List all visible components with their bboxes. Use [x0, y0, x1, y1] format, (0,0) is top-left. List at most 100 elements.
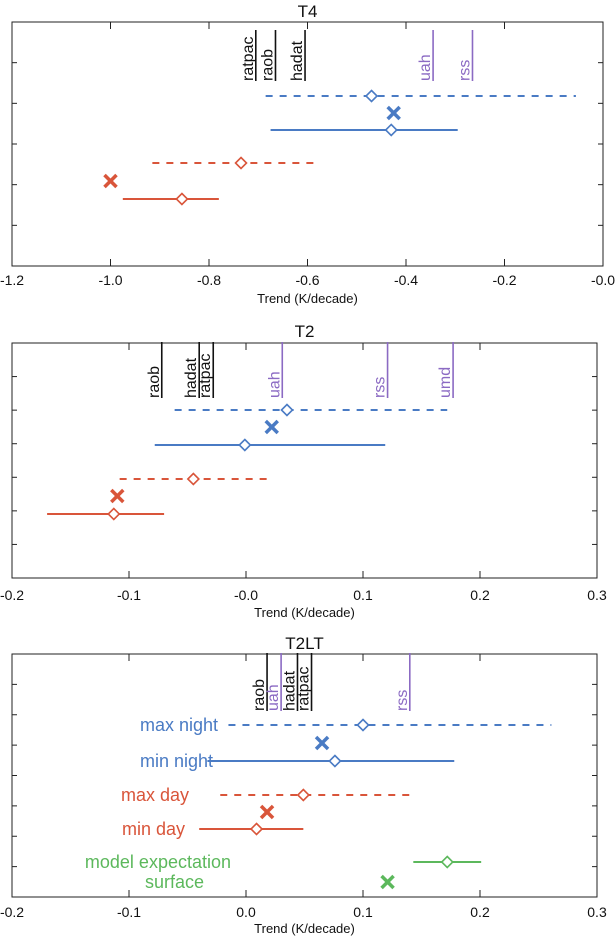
- row-blue-solid: [154, 438, 386, 452]
- diamond-marker: [296, 788, 310, 802]
- cross-marker: [314, 735, 330, 751]
- cross-marker: [259, 804, 275, 820]
- x-tick-label: 0.2: [470, 587, 490, 603]
- x-tick-label: 0.3: [587, 904, 607, 920]
- dataset-ratpac: ratpac: [240, 30, 257, 81]
- dataset-label: ratpac: [296, 667, 313, 711]
- dataset-label: hadat: [281, 670, 298, 711]
- chart-title: T4: [298, 2, 318, 21]
- dataset-rss: rss: [372, 342, 389, 398]
- chart-title: T2LT: [285, 634, 323, 653]
- dataset-umd: umd: [437, 342, 454, 398]
- x-axis-label: Trend (K/decade): [257, 291, 358, 306]
- row-label: max day: [121, 785, 189, 805]
- diamond-marker: [356, 718, 370, 732]
- row-orange-cross: [110, 488, 125, 504]
- row-blue-cross: [314, 735, 330, 751]
- dataset-raob: raob: [146, 342, 163, 398]
- cross-marker: [110, 488, 125, 504]
- row-orange-dashed: max day: [121, 785, 416, 805]
- x-tick-label: -0.6: [295, 272, 319, 288]
- dataset-label: raob: [146, 366, 163, 398]
- row-green-cross: surface: [145, 872, 395, 892]
- x-tick-label: 0.1: [353, 904, 373, 920]
- dataset-uah: uah: [417, 30, 434, 81]
- dataset-ratpac: ratpac: [197, 342, 214, 398]
- cross-marker: [386, 105, 401, 121]
- dataset-label: uah: [265, 684, 282, 711]
- dataset-raob: raob: [259, 30, 276, 81]
- dataset-label: hadat: [289, 40, 306, 81]
- dataset-label: uah: [417, 54, 434, 81]
- row-blue-solid: min night: [140, 751, 455, 771]
- row-blue-dashed: [174, 403, 448, 417]
- row-label: min day: [122, 819, 185, 839]
- x-tick-label: 0.1: [353, 587, 373, 603]
- row-orange-solid: [47, 507, 165, 521]
- row-orange-solid: [122, 192, 219, 206]
- x-axis-label: Trend (K/decade): [254, 921, 355, 936]
- x-tick-label: -0.0: [234, 587, 258, 603]
- row-orange-dashed: [152, 156, 315, 170]
- diamond-marker: [234, 156, 248, 170]
- dataset-label: raob: [251, 679, 268, 711]
- x-tick-label: -0.2: [0, 904, 24, 920]
- cross-marker: [380, 874, 395, 890]
- x-tick-label: -0.0: [591, 272, 615, 288]
- x-tick-label: 0.0: [236, 904, 256, 920]
- x-tick-label: 0.2: [470, 904, 490, 920]
- x-tick-label: -1.2: [0, 272, 24, 288]
- dataset-label: ratpac: [197, 354, 214, 398]
- diamond-marker: [328, 754, 342, 768]
- row-blue-cross: [264, 419, 279, 435]
- dataset-label: ratpac: [240, 37, 257, 81]
- row-orange-cross: [103, 173, 118, 189]
- dataset-rss: rss: [456, 30, 473, 81]
- row-label: max night: [140, 715, 218, 735]
- cross-marker: [264, 419, 279, 435]
- plot-frame: [11, 342, 598, 579]
- x-tick-label: -0.2: [0, 587, 24, 603]
- diamond-marker: [384, 123, 398, 137]
- row-orange-solid: min day: [122, 819, 304, 839]
- row-orange-cross: [259, 804, 275, 820]
- panel-t2lt: T2LT -0.2 -0.1 0.0 0.1 0.2 0.3 Trend (K/decade)…: [0, 634, 607, 936]
- dataset-rss: rss: [394, 653, 411, 711]
- row-blue-cross: [386, 105, 401, 121]
- dataset-hadat: hadat: [289, 30, 306, 81]
- plot-frame: [11, 21, 604, 267]
- dataset-ratpac: ratpac: [296, 653, 313, 711]
- diamond-marker: [238, 438, 252, 452]
- x-tick-label: -0.1: [117, 587, 141, 603]
- row-label: model expectation: [85, 852, 231, 872]
- panel-t2: T2 -0.2 -0.1 -0.0 0.1 0.2 0.3 Trend (K/decade) r…: [0, 322, 607, 620]
- dataset-uah: uah: [265, 653, 282, 711]
- dataset-label: rss: [394, 690, 411, 711]
- dataset-hadat: hadat: [183, 342, 200, 398]
- row-label: surface: [145, 872, 204, 892]
- dataset-hadat: hadat: [281, 653, 298, 711]
- row-orange-dashed: [119, 472, 269, 486]
- dataset-label: raob: [259, 49, 276, 81]
- row-green-solid: model expectation: [85, 852, 482, 872]
- x-tick-label: -0.1: [117, 904, 141, 920]
- x-tick-label: -0.8: [197, 272, 221, 288]
- cross-marker: [103, 173, 118, 189]
- x-axis-label: Trend (K/decade): [254, 605, 355, 620]
- chart-title: T2: [295, 322, 315, 341]
- x-tick-label: -1.0: [98, 272, 122, 288]
- dataset-uah: uah: [266, 342, 283, 398]
- panel-t4: T4 -1.2 -1.0 -0.8 -0.6 -0.4 -0.2 -0.0 Trend (K/d…: [0, 2, 615, 306]
- diamond-marker: [364, 89, 379, 103]
- diamond-marker: [440, 855, 454, 869]
- diamond-marker: [175, 192, 189, 206]
- x-tick-label: -0.2: [492, 272, 516, 288]
- row-blue-dashed: max night: [140, 715, 552, 735]
- dataset-label: rss: [372, 377, 389, 398]
- row-label: min night: [140, 751, 213, 771]
- x-tick-label: -0.4: [394, 272, 418, 288]
- row-blue-dashed: [265, 89, 576, 103]
- diamond-marker: [249, 822, 264, 836]
- diamond-marker: [280, 403, 294, 417]
